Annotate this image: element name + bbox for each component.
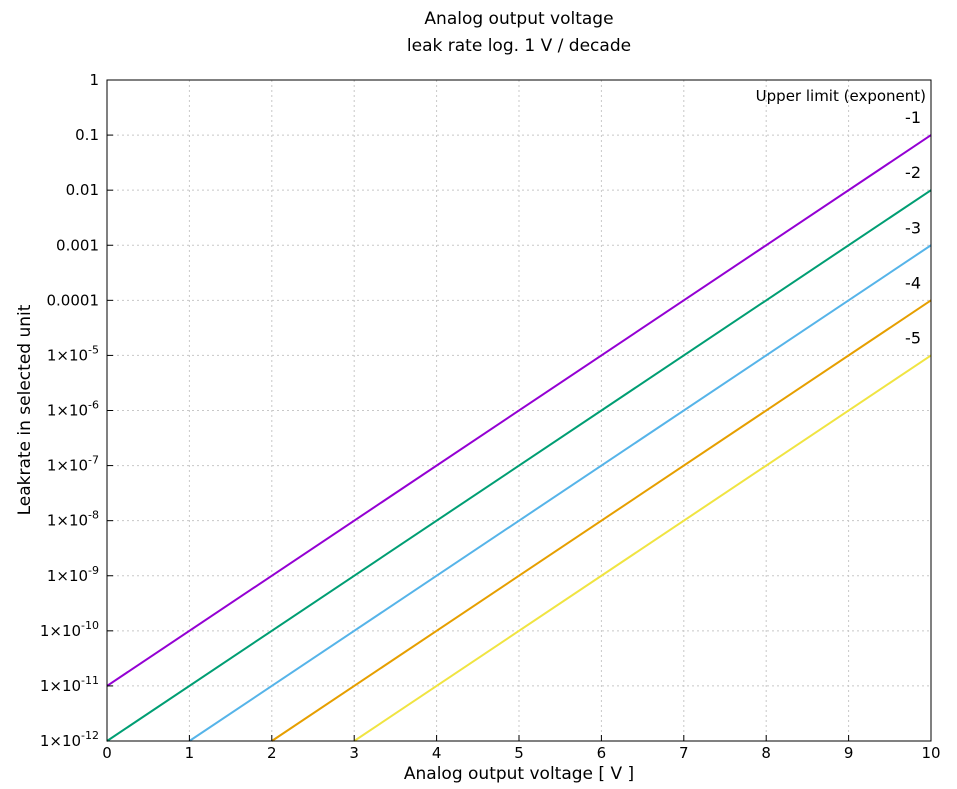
series-label-2: -2 (905, 163, 921, 182)
x-tick-label: 7 (679, 744, 689, 762)
axis-ticks: 0 1 2 3 4 5 6 7 8 9 10 1 0.1 0.01 0.001 0.0001 1×10-5 1×1… (40, 71, 941, 762)
x-tick-label: 9 (844, 744, 854, 762)
series-label-5: -5 (905, 328, 921, 347)
y-tick-label: 1 (89, 71, 99, 89)
x-tick-label: 5 (514, 744, 524, 762)
y-tick-label: 0.001 (56, 236, 99, 254)
x-axis-label: Analog output voltage [ V ] (404, 764, 634, 784)
x-tick-label: 0 (102, 744, 112, 762)
x-tick-label: 10 (921, 744, 940, 762)
x-tick-label: 4 (432, 744, 442, 762)
y-tick-label: 0.01 (66, 181, 99, 199)
x-tick-label: 1 (185, 744, 195, 762)
series-label-1: -1 (905, 108, 921, 127)
y-tick-label: 1×10-6 (47, 399, 99, 420)
series-label-3: -3 (905, 218, 921, 237)
y-tick-label: 1×10-11 (40, 674, 99, 695)
legend-title: Upper limit (exponent) (756, 87, 926, 105)
y-tick-label: 1×10-12 (40, 729, 99, 750)
y-tick-label: 1×10-9 (47, 564, 99, 585)
x-tick-label: 2 (267, 744, 277, 762)
x-tick-label: 8 (761, 744, 771, 762)
series-line-1 (106, 134, 932, 687)
series-line-5 (353, 354, 932, 742)
x-tick-label: 3 (349, 744, 359, 762)
series-line-3 (188, 244, 932, 742)
chart-title: Analog output voltage (424, 9, 613, 29)
y-axis-label: Leakrate in selected unit (15, 304, 35, 515)
y-tick-label: 0.0001 (47, 291, 100, 309)
y-tick-label: 0.1 (75, 126, 99, 144)
y-tick-label: 1×10-10 (40, 619, 99, 640)
series-line-4 (271, 299, 932, 742)
chart-subtitle: leak rate log. 1 V / decade (407, 36, 631, 56)
series-label-4: -4 (905, 273, 921, 292)
series-line-2 (106, 189, 932, 742)
series-labels: -1 -2 -3 -4 -5 (905, 108, 921, 347)
y-tick-label: 1×10-5 (47, 343, 99, 364)
plot-lines (106, 134, 932, 742)
x-tick-label: 6 (597, 744, 607, 762)
y-tick-label: 1×10-7 (47, 454, 99, 475)
y-tick-label: 1×10-8 (47, 509, 99, 530)
